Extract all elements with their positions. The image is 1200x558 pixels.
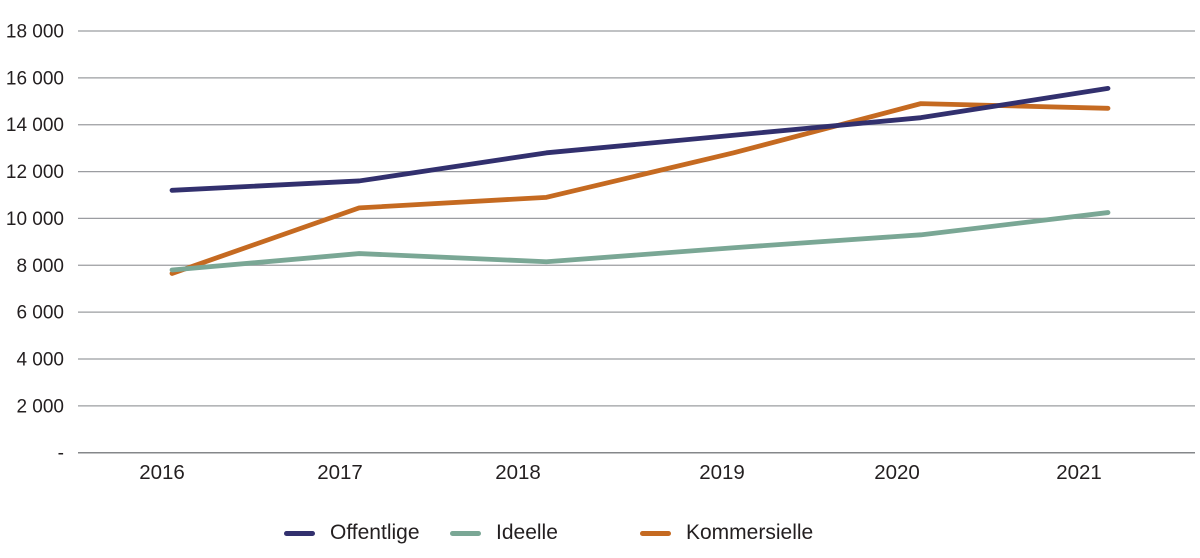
y-axis-tick-label: - [58, 443, 64, 464]
y-axis-tick-label: 6 000 [16, 303, 64, 324]
legend-item-kommersielle: Kommersielle [640, 519, 813, 547]
x-axis-label: 2017 [317, 461, 363, 484]
series-line-ideelle [169, 210, 1111, 273]
x-axis-label: 2019 [699, 461, 745, 484]
series-line-offentlige [169, 85, 1111, 193]
y-axis-tick-label: 8 000 [16, 256, 64, 277]
x-axis-label: 2020 [874, 461, 920, 484]
y-axis-tick-label: 10 000 [6, 209, 64, 230]
legend-line-swatch-ideelle [450, 530, 481, 536]
legend-label-kommersielle: Kommersielle [686, 521, 814, 544]
y-axis-tick-label: 14 000 [6, 115, 64, 136]
chart-legend: Offentlige Ideelle Kommersielle [0, 519, 1200, 549]
y-axis-tick-label: 18 000 [6, 22, 64, 43]
x-axis-label: 2021 [1056, 461, 1102, 484]
y-axis-tick-label: 12 000 [6, 162, 64, 183]
y-axis-tick-label: 16 000 [6, 68, 64, 89]
y-axis-tick-label: 4 000 [16, 349, 64, 370]
y-axis-tick-label: 2 000 [16, 396, 64, 417]
legend-item-offentlige: Offentlige [284, 519, 420, 547]
legend-label-ideelle: Ideelle [496, 521, 558, 544]
series-line-kommersielle [169, 101, 1111, 276]
legend-line-swatch-kommersielle [640, 530, 671, 536]
legend-line-swatch-offentlige [284, 530, 315, 536]
x-axis-label: 2018 [495, 461, 541, 484]
legend-label-offentlige: Offentlige [330, 521, 420, 544]
legend-item-ideelle: Ideelle [450, 519, 558, 547]
x-axis-label: 2016 [139, 461, 185, 484]
